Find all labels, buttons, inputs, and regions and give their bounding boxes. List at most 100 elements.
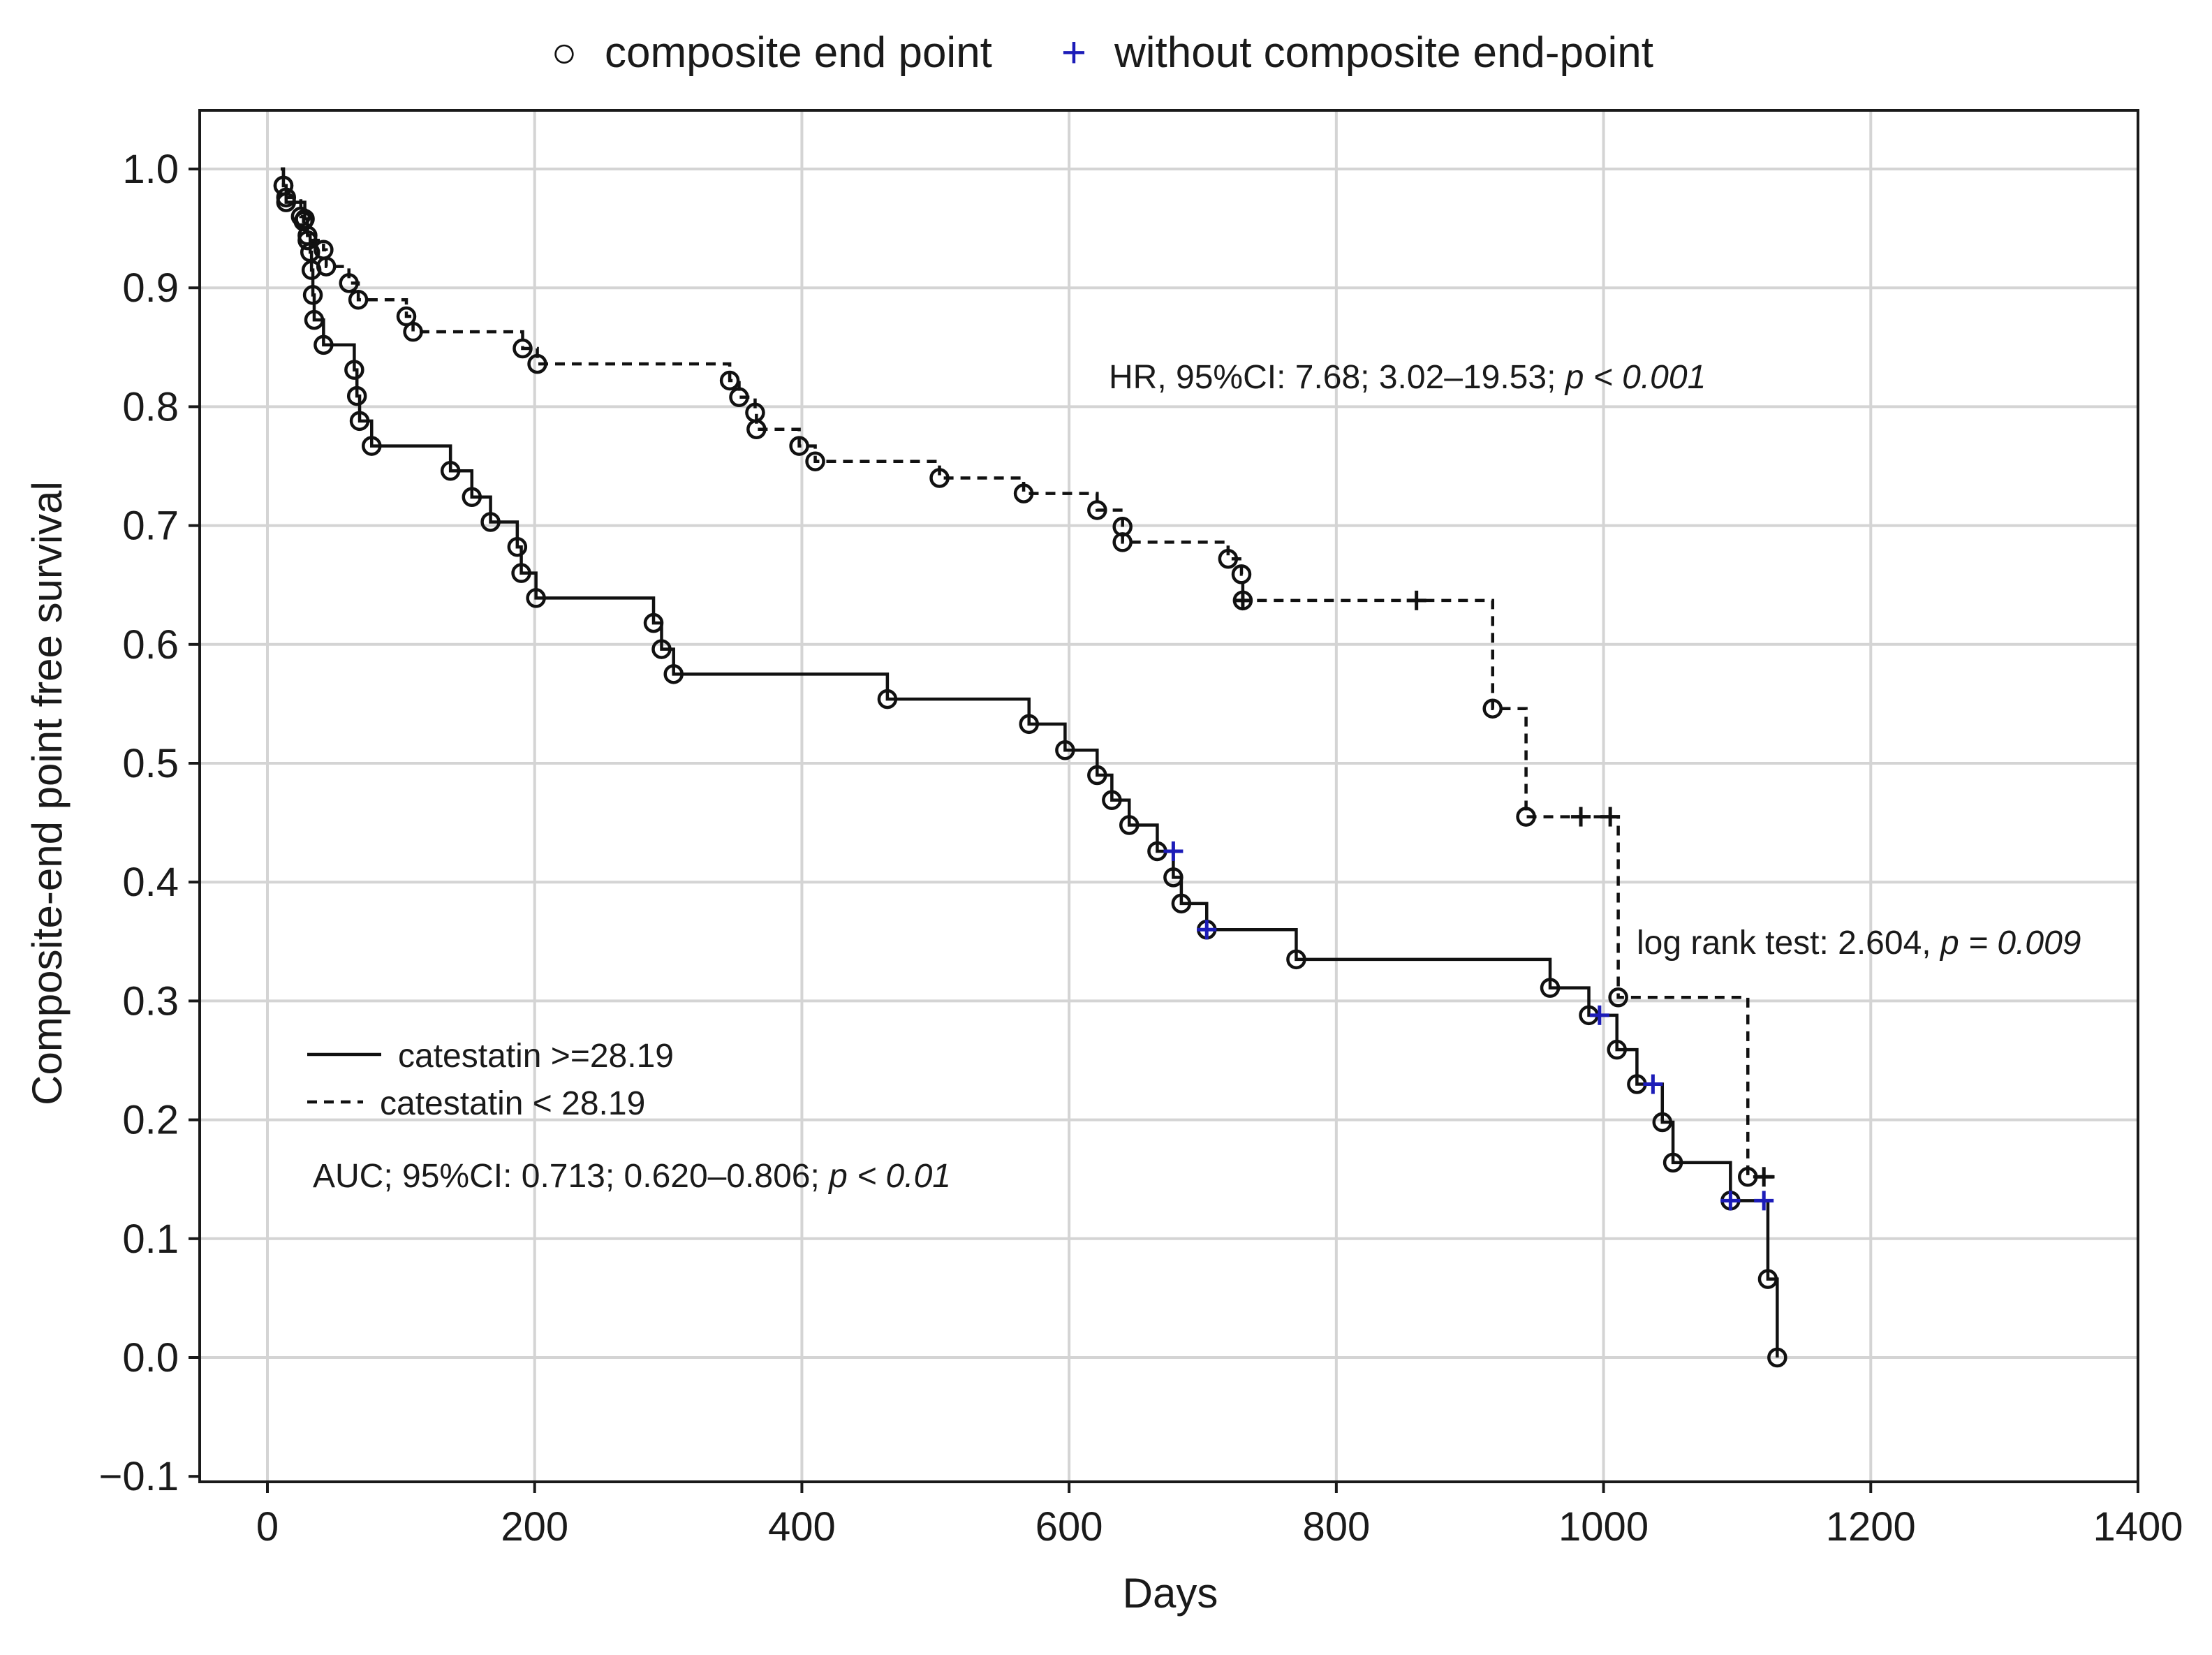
y-tick-label: 0.5	[122, 741, 179, 786]
x-tick-label: 0	[256, 1504, 279, 1550]
censor-marker	[1163, 841, 1184, 861]
event-marker	[273, 175, 294, 196]
event-marker	[746, 419, 767, 439]
event-marker	[1608, 987, 1628, 1008]
plot-frame	[198, 109, 2139, 1483]
auc-p-value: p < 0.01	[827, 1158, 951, 1195]
event-marker	[1102, 790, 1122, 811]
auc-annotation-text: AUC; 95%CI: 0.713; 0.620–0.806;	[313, 1158, 829, 1195]
hr-annotation: HR, 95%CI: 7.68; 3.02–19.53; p < 0.001	[1109, 359, 1706, 396]
y-tick-label: 0.9	[122, 265, 179, 311]
event-marker	[346, 385, 367, 406]
y-tick-label: 0.7	[122, 503, 179, 549]
event-marker	[1055, 740, 1075, 760]
censor-marker	[1600, 807, 1621, 827]
y-tick-label: 0.2	[122, 1098, 179, 1143]
event-marker	[929, 468, 950, 488]
censor-marker	[1232, 590, 1253, 610]
x-axis-ticks: 0 200 400 600 800 1000 1200 1400	[256, 1482, 2183, 1550]
event-marker	[527, 353, 547, 374]
event-marker	[1607, 1039, 1627, 1060]
event-marker	[1112, 532, 1133, 552]
x-tick-label: 600	[1035, 1504, 1103, 1550]
y-tick-label: −0.1	[99, 1454, 179, 1499]
x-tick-label: 1200	[1826, 1504, 1916, 1550]
hr-p-value: p < 0.001	[1564, 359, 1706, 396]
event-marker	[403, 321, 423, 342]
event-marker	[1087, 500, 1107, 520]
legend-dashed-label: catestatin < 28.19	[380, 1085, 645, 1122]
event-marker	[297, 230, 318, 251]
event-marker	[304, 309, 325, 330]
legend-circle-symbol: ○	[551, 29, 577, 77]
marker-legend: ○ composite end point + without composit…	[551, 29, 1653, 77]
censor-marker	[1720, 1191, 1741, 1211]
event-marker	[302, 285, 323, 305]
y-tick-label: 1.0	[122, 147, 179, 192]
event-marker	[362, 436, 382, 456]
censor-marker	[1754, 1191, 1774, 1211]
event-marker	[1767, 1347, 1787, 1368]
event-marker	[729, 387, 749, 408]
y-tick-label: 0.6	[122, 622, 179, 668]
y-tick-label: 0.0	[122, 1335, 179, 1381]
logrank-annotation: log rank test: 2.604, p = 0.009	[1637, 925, 2081, 962]
event-marker	[1231, 564, 1252, 584]
event-marker	[293, 211, 314, 232]
km-curve-high-catestatin	[281, 167, 1779, 1358]
event-marker	[1662, 1152, 1683, 1173]
y-axis-ticks: −0.1 0.0 0.1 0.2 0.3 0.4 0.5 0.6 0.7 0.8 0.9 1.0	[99, 147, 200, 1499]
event-marker	[480, 512, 501, 532]
logrank-p-value: p = 0.009	[1939, 925, 2081, 962]
event-marker	[719, 370, 740, 391]
event-marker	[1087, 765, 1107, 786]
censor-marker	[1571, 807, 1591, 827]
y-tick-label: 0.3	[122, 978, 179, 1024]
censor-marker	[1643, 1074, 1663, 1094]
event-marker	[316, 256, 337, 277]
legend-composite-end-point-label: composite end point	[605, 29, 992, 77]
event-marker	[507, 536, 528, 557]
event-marker	[663, 664, 684, 684]
censor-marker	[1406, 590, 1426, 610]
event-marker	[1163, 867, 1184, 888]
y-tick-label: 0.4	[122, 860, 179, 905]
event-marker	[1119, 815, 1140, 835]
x-tick-label: 1400	[2093, 1504, 2183, 1550]
event-marker	[1019, 714, 1039, 735]
auc-annotation: AUC; 95%CI: 0.713; 0.620–0.806; p < 0.01	[313, 1158, 951, 1195]
event-marker	[1540, 978, 1561, 998]
event-marker	[349, 411, 370, 432]
x-tick-label: 1000	[1558, 1504, 1649, 1550]
censor-marker	[1197, 920, 1217, 940]
x-tick-label: 800	[1302, 1504, 1370, 1550]
event-marker	[314, 334, 334, 355]
event-marker	[511, 563, 531, 583]
km-curve-low-catestatin	[281, 167, 1775, 1179]
event-marker	[1757, 1269, 1778, 1289]
event-marker	[1218, 549, 1239, 569]
event-marker	[1171, 893, 1192, 914]
legend-solid-label: catestatin >=28.19	[398, 1038, 674, 1075]
x-tick-label: 200	[501, 1504, 568, 1550]
legend-plus-symbol: +	[1061, 29, 1086, 77]
event-marker	[651, 639, 672, 659]
event-marker	[339, 273, 359, 293]
event-marker	[643, 612, 664, 633]
logrank-annotation-text: log rank test: 2.604,	[1637, 925, 1940, 962]
event-marker	[440, 461, 461, 481]
y-tick-label: 0.1	[122, 1216, 179, 1262]
data-markers	[273, 175, 1787, 1368]
event-marker	[1482, 698, 1503, 719]
event-marker	[1013, 483, 1034, 503]
x-tick-label: 400	[768, 1504, 836, 1550]
event-marker	[276, 187, 297, 208]
event-marker	[805, 451, 825, 471]
event-marker	[1286, 949, 1306, 970]
event-marker	[462, 487, 482, 508]
hr-annotation-text: HR, 95%CI: 7.68; 3.02–19.53;	[1109, 359, 1565, 396]
legend-without-composite-label: without composite end-point	[1114, 29, 1653, 77]
event-marker	[344, 360, 364, 380]
event-marker	[526, 588, 546, 608]
